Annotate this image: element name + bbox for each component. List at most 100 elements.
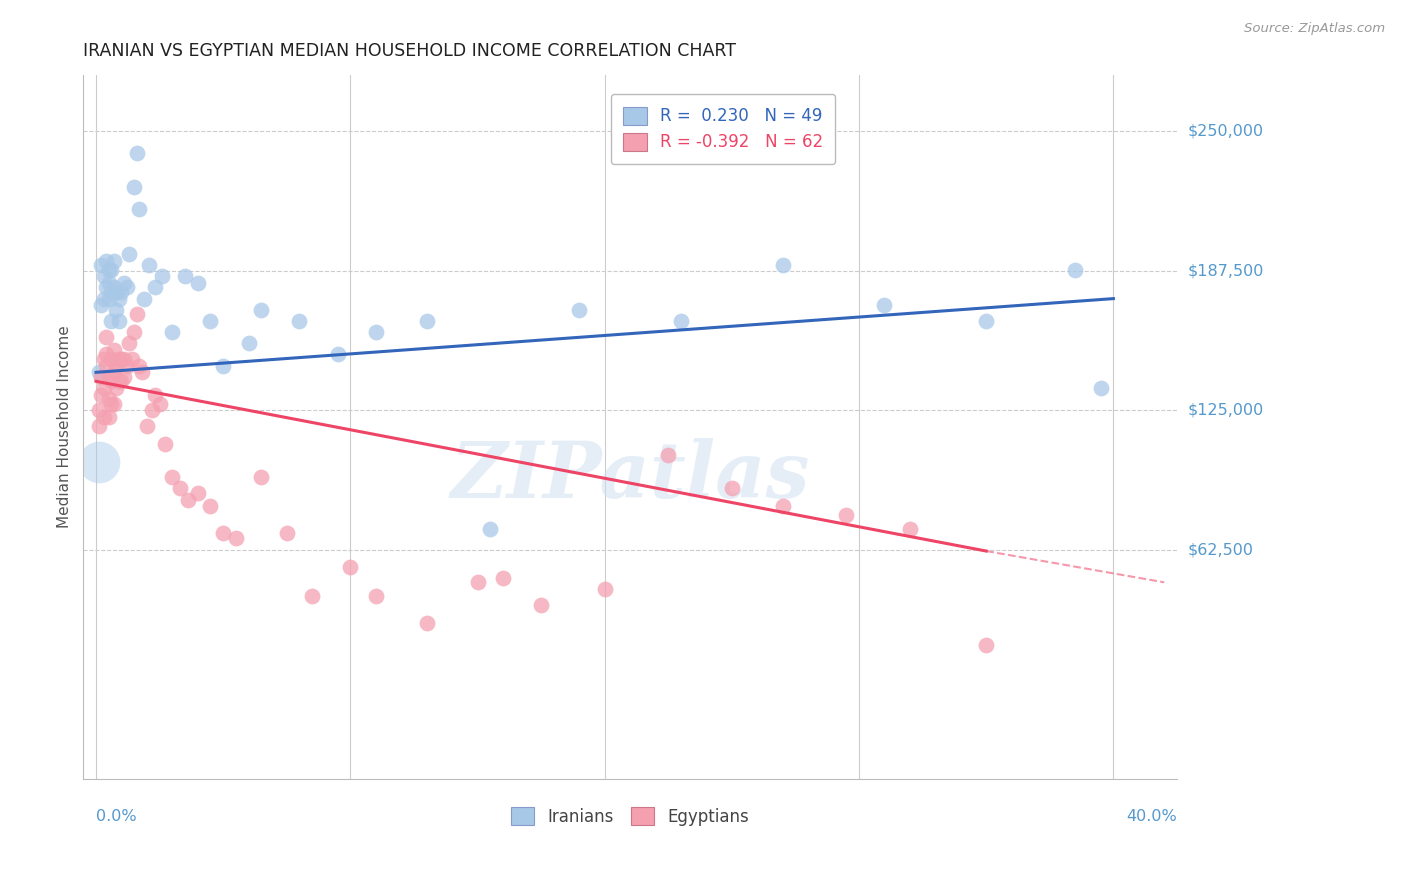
Point bbox=[530, 598, 553, 612]
Point bbox=[568, 302, 591, 317]
Point bbox=[479, 522, 502, 536]
Point bbox=[118, 247, 141, 261]
Text: $250,000: $250,000 bbox=[1188, 124, 1264, 138]
Point bbox=[415, 615, 437, 630]
Point bbox=[288, 314, 311, 328]
Point bbox=[135, 419, 157, 434]
Point bbox=[125, 146, 148, 161]
Point bbox=[150, 269, 173, 284]
Text: IRANIAN VS EGYPTIAN MEDIAN HOUSEHOLD INCOME CORRELATION CHART: IRANIAN VS EGYPTIAN MEDIAN HOUSEHOLD INC… bbox=[83, 42, 737, 60]
Point bbox=[873, 298, 896, 312]
Point bbox=[90, 369, 112, 384]
Point bbox=[153, 437, 176, 451]
Point bbox=[225, 531, 247, 545]
Point bbox=[93, 381, 115, 395]
Point bbox=[122, 180, 145, 194]
Point bbox=[108, 351, 131, 366]
Point bbox=[112, 351, 135, 366]
Point bbox=[149, 396, 172, 410]
Text: $62,500: $62,500 bbox=[1188, 542, 1254, 558]
Point bbox=[110, 374, 132, 388]
Text: 0.0%: 0.0% bbox=[96, 809, 136, 824]
Point bbox=[721, 482, 744, 496]
Point bbox=[105, 302, 128, 317]
Point bbox=[121, 351, 143, 366]
Point bbox=[657, 448, 679, 462]
Point bbox=[90, 298, 112, 312]
Text: 40.0%: 40.0% bbox=[1126, 809, 1177, 824]
Point bbox=[100, 285, 122, 299]
Point bbox=[128, 359, 150, 373]
Y-axis label: Median Household Income: Median Household Income bbox=[58, 326, 72, 528]
Point bbox=[112, 276, 135, 290]
Point bbox=[100, 262, 122, 277]
Point bbox=[90, 258, 112, 272]
Point bbox=[96, 253, 118, 268]
Point bbox=[100, 374, 122, 388]
Point bbox=[97, 292, 120, 306]
Point bbox=[187, 276, 209, 290]
Point bbox=[250, 470, 273, 484]
Point bbox=[110, 285, 132, 299]
Point bbox=[100, 396, 122, 410]
Point bbox=[105, 381, 128, 395]
Point bbox=[103, 396, 125, 410]
Point bbox=[772, 258, 794, 272]
Point bbox=[105, 359, 128, 373]
Point bbox=[974, 638, 997, 652]
Point bbox=[141, 403, 163, 417]
Point bbox=[108, 292, 131, 306]
Point bbox=[1064, 262, 1087, 277]
Point bbox=[96, 359, 118, 373]
Point bbox=[364, 589, 387, 603]
Point bbox=[112, 369, 135, 384]
Point bbox=[122, 325, 145, 339]
Point bbox=[93, 409, 115, 424]
Point bbox=[835, 508, 858, 523]
Point bbox=[143, 280, 166, 294]
Point bbox=[96, 347, 118, 361]
Point bbox=[103, 253, 125, 268]
Point bbox=[212, 526, 235, 541]
Point bbox=[1090, 381, 1112, 395]
Point bbox=[118, 336, 141, 351]
Point bbox=[100, 314, 122, 328]
Text: $125,000: $125,000 bbox=[1188, 403, 1264, 417]
Point bbox=[138, 258, 160, 272]
Point bbox=[212, 359, 235, 373]
Point bbox=[250, 302, 273, 317]
Point bbox=[100, 351, 122, 366]
Point bbox=[87, 365, 110, 379]
Point bbox=[128, 202, 150, 217]
Point bbox=[492, 571, 515, 585]
Point bbox=[669, 314, 692, 328]
Point bbox=[143, 387, 166, 401]
Legend: Iranians, Egyptians: Iranians, Egyptians bbox=[503, 798, 758, 834]
Point bbox=[108, 374, 131, 388]
Point bbox=[108, 314, 131, 328]
Point bbox=[96, 329, 118, 343]
Text: $187,500: $187,500 bbox=[1188, 263, 1264, 278]
Point bbox=[134, 292, 156, 306]
Point bbox=[97, 409, 120, 424]
Point bbox=[131, 365, 153, 379]
Point bbox=[115, 280, 138, 294]
Point bbox=[97, 392, 120, 406]
Point bbox=[97, 262, 120, 277]
Point bbox=[174, 269, 197, 284]
Point bbox=[200, 500, 222, 514]
Point bbox=[90, 387, 112, 401]
Point bbox=[169, 482, 191, 496]
Point bbox=[593, 582, 616, 596]
Text: Source: ZipAtlas.com: Source: ZipAtlas.com bbox=[1244, 22, 1385, 36]
Text: ZIPatlas: ZIPatlas bbox=[450, 438, 810, 515]
Point bbox=[187, 486, 209, 500]
Point bbox=[467, 575, 489, 590]
Point bbox=[772, 500, 794, 514]
Point bbox=[93, 351, 115, 366]
Point bbox=[103, 365, 125, 379]
Point bbox=[97, 369, 120, 384]
Point bbox=[115, 359, 138, 373]
Point bbox=[276, 526, 298, 541]
Point bbox=[105, 285, 128, 299]
